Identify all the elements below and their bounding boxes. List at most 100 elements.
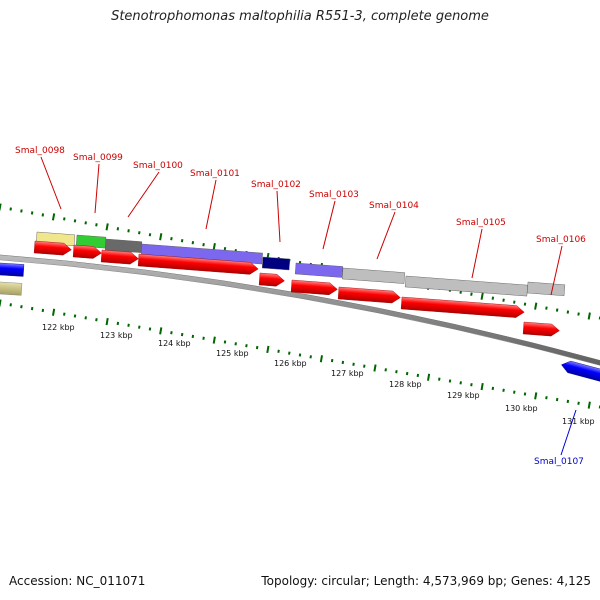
- tick-mark: [202, 242, 205, 247]
- gene-arrow: [72, 244, 102, 259]
- gene-label: Smal_0099: [73, 153, 123, 163]
- gene-label: Smal_0102: [251, 180, 301, 190]
- genome-summary: Topology: circular; Length: 4,573,969 bp…: [261, 574, 591, 588]
- tick-mark: [223, 246, 227, 251]
- tick-mark: [105, 223, 109, 231]
- tick-mark: [513, 390, 516, 394]
- reverse-gene-arrow: [561, 360, 600, 384]
- tick-mark: [245, 344, 248, 348]
- tick-mark: [491, 386, 495, 391]
- gene-label: Smal_0106: [536, 235, 586, 245]
- tick-mark: [202, 336, 205, 340]
- tick-mark: [0, 299, 2, 307]
- callout-line: [94, 163, 100, 214]
- tick-mark: [159, 233, 163, 241]
- tick-mark: [191, 334, 195, 339]
- tick-mark: [20, 305, 23, 309]
- tick-mark: [105, 317, 109, 326]
- tick-mark: [30, 211, 34, 215]
- tick-mark: [170, 237, 173, 241]
- gene-arrow: [258, 272, 285, 287]
- tick-mark: [330, 358, 334, 363]
- tick-mark: [41, 213, 45, 217]
- tick-mark: [63, 312, 66, 316]
- gene-arrow: [290, 279, 338, 296]
- tick-mark: [577, 312, 580, 316]
- tick-mark: [127, 323, 130, 327]
- tick-mark: [159, 327, 163, 335]
- reverse-gene-arrow: [0, 262, 25, 277]
- tick-mark: [405, 371, 409, 376]
- tick-mark: [84, 221, 87, 225]
- tick-mark: [534, 392, 538, 400]
- tick-mark: [384, 368, 387, 372]
- tick-mark: [51, 308, 56, 316]
- tick-mark: [534, 302, 538, 310]
- tick-mark: [319, 355, 324, 363]
- tick-mark: [523, 302, 527, 306]
- tick-mark: [180, 239, 184, 243]
- gene-arrow: [100, 249, 139, 265]
- tick-mark: [277, 349, 280, 353]
- tick-mark: [566, 310, 570, 314]
- tick-mark: [0, 203, 2, 211]
- gene-label: Smal_0104: [369, 201, 419, 211]
- tick-mark: [373, 364, 377, 372]
- kbp-label: 128 kbp: [389, 380, 422, 389]
- callout-line: [127, 171, 160, 218]
- tick-mark: [212, 243, 216, 251]
- cog-box: [294, 262, 344, 278]
- tick-mark: [426, 373, 431, 381]
- tick-mark: [523, 392, 527, 396]
- tick-mark: [95, 318, 98, 322]
- tick-mark: [502, 388, 505, 392]
- callout-line: [550, 245, 563, 296]
- tick-mark: [566, 399, 570, 404]
- callout-line: [471, 228, 483, 279]
- tick-mark: [459, 381, 462, 385]
- tick-mark: [502, 298, 505, 302]
- kbp-label: 130 kbp: [505, 404, 538, 413]
- tick-mark: [116, 321, 120, 326]
- tick-mark: [587, 312, 591, 320]
- cog-box: [261, 256, 291, 271]
- cog-track: [35, 231, 566, 297]
- tick-mark: [138, 325, 141, 329]
- callout-line: [560, 409, 577, 456]
- gene-arrow: [137, 253, 259, 275]
- tick-mark: [448, 379, 452, 383]
- tick-mark: [191, 241, 195, 245]
- gene-label: Smal_0100: [133, 161, 183, 171]
- tick-mark: [480, 292, 484, 300]
- tick-mark: [352, 362, 355, 366]
- kbp-scale: 122 kbp 123 kbp 124 kbp 125 kbp 126 kbp 127 k…: [42, 323, 595, 426]
- genome-backbone: [0, 254, 600, 366]
- tick-mark: [298, 353, 302, 357]
- kbp-label: 123 kbp: [100, 331, 133, 340]
- tick-mark: [180, 332, 184, 337]
- cog-box: [404, 275, 528, 297]
- cog-box: [0, 281, 23, 296]
- gene-label: Smal_0105: [456, 218, 506, 228]
- tick-mark: [148, 327, 152, 331]
- tick-mark: [459, 290, 462, 294]
- outer-tick-track: [0, 203, 600, 320]
- gene-label: Smal_0098: [15, 146, 65, 156]
- tick-mark: [545, 396, 548, 400]
- reverse-gene-track: [0, 262, 600, 384]
- tick-mark: [51, 213, 56, 221]
- gene-arrow: [522, 321, 560, 337]
- tick-mark: [212, 336, 216, 344]
- tick-mark: [148, 233, 152, 237]
- gene-callouts: Smal_0098 Smal_0099 Smal_0100 Smal_0101 Smal…: [15, 146, 586, 467]
- tick-mark: [480, 382, 484, 391]
- map-title: Stenotrophomonas maltophilia R551-3, com…: [111, 9, 489, 24]
- tick-mark: [577, 401, 580, 405]
- tick-mark: [470, 292, 473, 296]
- tick-mark: [341, 360, 345, 365]
- tick-mark: [95, 223, 98, 227]
- tick-mark: [598, 405, 600, 409]
- cog-box: [341, 267, 406, 284]
- tick-mark: [555, 397, 559, 402]
